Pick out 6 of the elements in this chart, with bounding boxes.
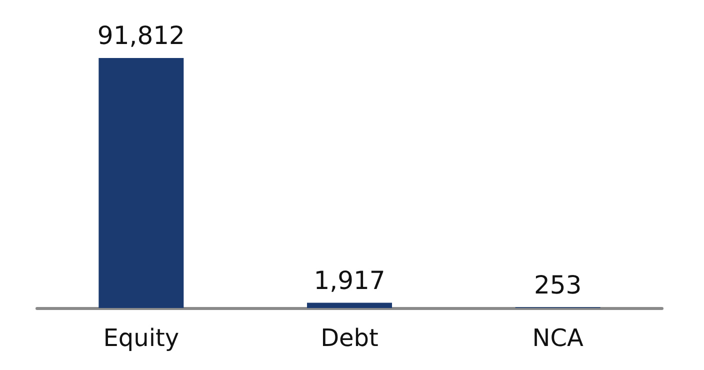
x-tick-label: Equity <box>103 324 180 352</box>
x-tick-label: Debt <box>320 324 378 352</box>
data-label: 91,812 <box>97 21 185 50</box>
x-tick-label: NCA <box>532 324 584 352</box>
data-label: 253 <box>534 270 582 300</box>
data-label: 1,917 <box>314 266 386 295</box>
